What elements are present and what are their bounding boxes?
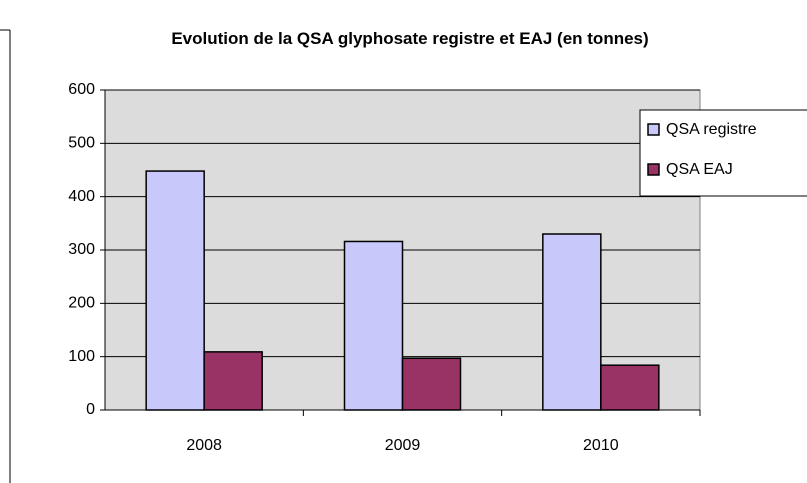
x-tick-label: 2010 [583,437,619,454]
y-tick-label: 0 [86,401,95,418]
y-tick-label: 200 [68,295,95,312]
chart-title: Evolution de la QSA glyphosate registre … [171,29,649,48]
legend-label: QSA EAJ [666,161,733,178]
legend-box [639,109,807,197]
y-tick-label: 400 [68,188,95,205]
bar [542,233,602,411]
bar [343,240,404,411]
bar [600,364,660,411]
y-tick-label: 100 [68,348,95,365]
bar [145,170,205,411]
legend-swatch [647,163,660,176]
bar [401,357,462,411]
legend-label: QSA registre [666,121,757,138]
x-tick-label: 2009 [385,437,421,454]
bar [203,351,263,411]
legend-swatch [647,123,660,136]
y-tick-label: 300 [68,241,95,258]
x-tick-label: 2008 [186,437,222,454]
y-tick-label: 500 [68,135,95,152]
y-tick-label: 600 [68,81,95,98]
